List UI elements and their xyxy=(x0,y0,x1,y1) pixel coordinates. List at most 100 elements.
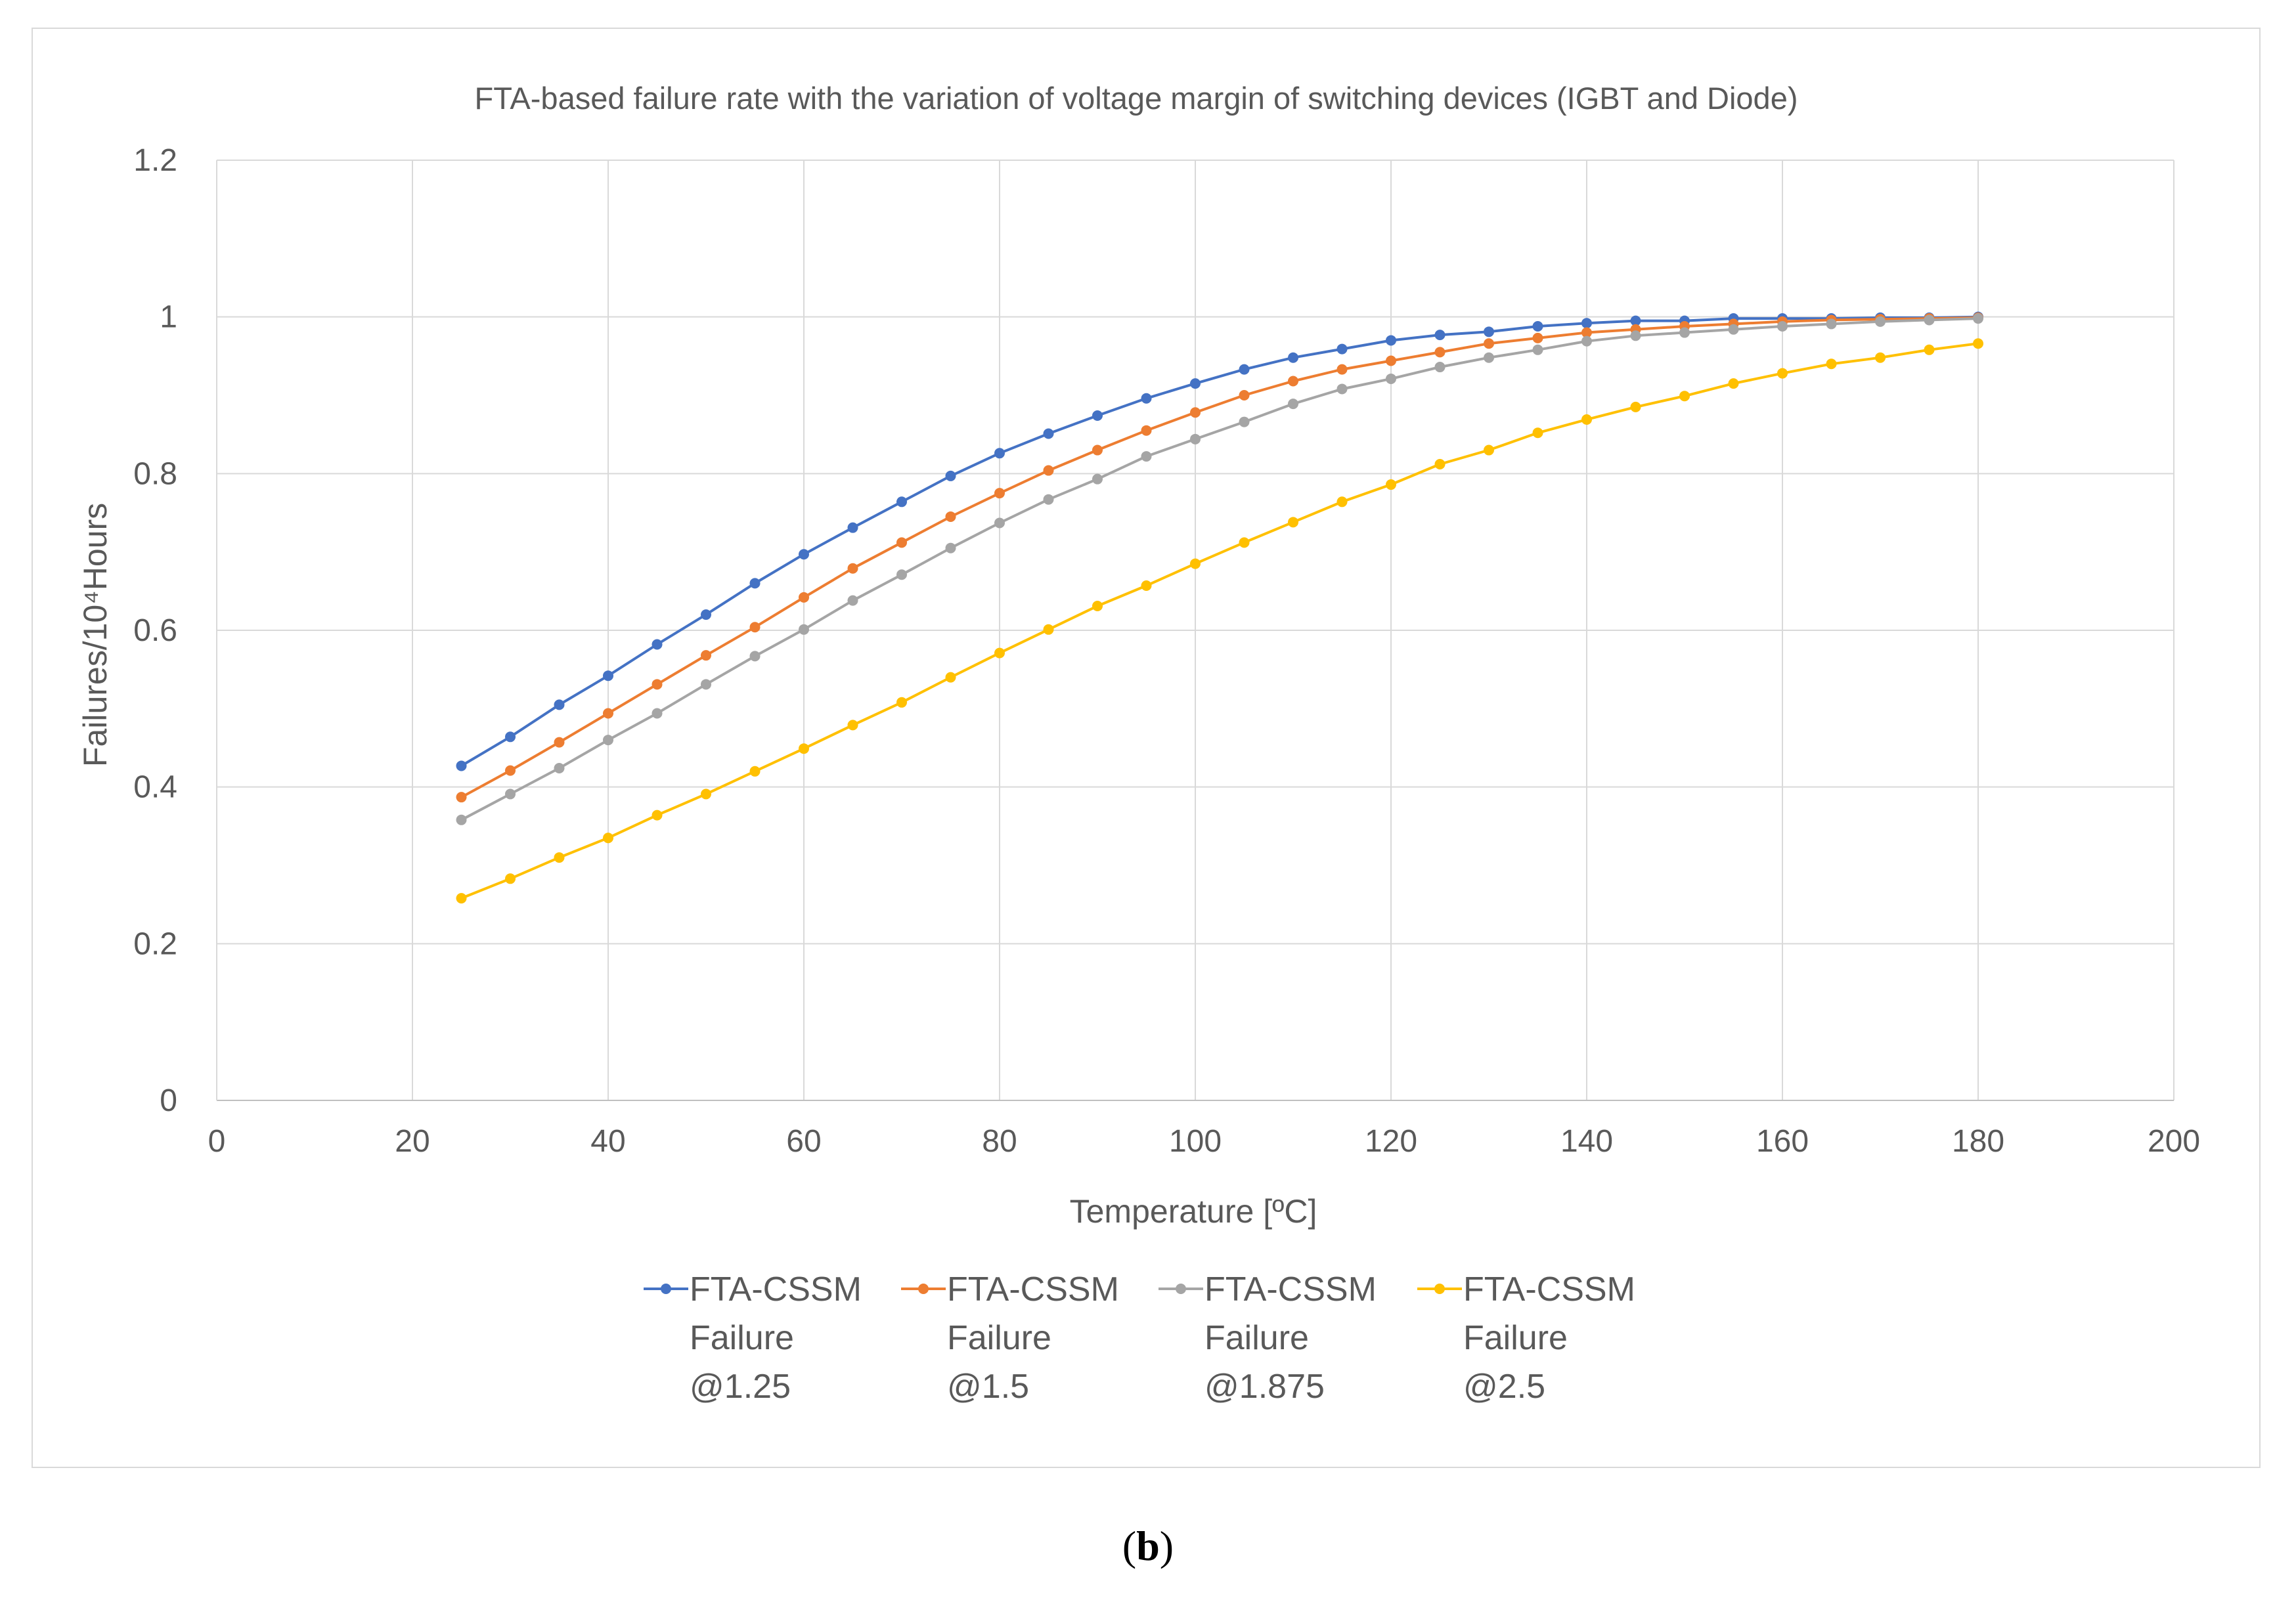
data-point xyxy=(1826,318,1837,330)
legend-item: FTA-CSSM Failure @1.25 xyxy=(644,1270,862,1406)
data-point xyxy=(1141,580,1152,591)
data-point xyxy=(456,814,467,825)
data-point xyxy=(1386,335,1396,346)
y-axis-label: Failures/10⁴Hours xyxy=(77,503,114,767)
data-point xyxy=(1386,355,1396,366)
series-group xyxy=(456,312,1983,803)
data-point xyxy=(1434,459,1446,470)
data-point xyxy=(1875,316,1886,327)
data-point xyxy=(896,537,907,548)
caption-close: ) xyxy=(1159,1523,1174,1569)
data-point xyxy=(799,743,809,754)
x-tick-label: 80 xyxy=(982,1124,1017,1159)
legend-item: FTA-CSSM Failure @1.5 xyxy=(901,1270,1119,1406)
data-point xyxy=(1924,344,1935,355)
data-point xyxy=(1532,427,1543,439)
data-point xyxy=(1190,378,1201,389)
legend-label: FTA-CSSM xyxy=(1204,1270,1377,1309)
legend-label: Failure xyxy=(1204,1319,1309,1357)
data-point xyxy=(1288,376,1298,387)
data-point xyxy=(701,650,711,661)
data-point xyxy=(749,766,761,777)
data-point xyxy=(1532,344,1543,355)
data-point xyxy=(1386,479,1396,490)
axes xyxy=(216,160,2174,1101)
data-point xyxy=(1434,330,1446,341)
data-point xyxy=(603,833,613,844)
data-point xyxy=(554,852,565,863)
data-point xyxy=(554,737,565,748)
data-point xyxy=(945,542,956,553)
legend-label: FTA-CSSM xyxy=(947,1270,1119,1309)
data-point xyxy=(505,731,516,743)
data-point xyxy=(1386,373,1396,384)
data-point xyxy=(1777,320,1788,332)
data-point xyxy=(749,578,761,589)
data-point xyxy=(1336,364,1348,375)
series-group xyxy=(456,338,1983,904)
data-point xyxy=(603,735,613,746)
x-tick-label: 140 xyxy=(1560,1124,1613,1159)
legend-label: @1.875 xyxy=(1204,1368,1325,1406)
data-point xyxy=(1581,318,1592,329)
x-tick-label: 120 xyxy=(1365,1124,1417,1159)
data-point xyxy=(505,873,516,884)
data-series xyxy=(456,311,1983,904)
legend-label: FTA-CSSM xyxy=(690,1270,862,1309)
data-point xyxy=(847,720,858,731)
data-point xyxy=(1875,352,1886,363)
data-point xyxy=(994,488,1005,499)
data-point xyxy=(1092,473,1103,485)
data-point xyxy=(1190,433,1201,444)
data-point xyxy=(1728,324,1739,335)
legend: FTA-CSSMFailure@1.25FTA-CSSMFailure@1.5F… xyxy=(644,1270,1635,1406)
data-point xyxy=(554,699,565,710)
legend-label: @1.25 xyxy=(690,1368,791,1406)
data-point xyxy=(1190,407,1201,418)
data-point xyxy=(1336,343,1348,355)
data-point xyxy=(1239,390,1250,401)
data-point xyxy=(994,517,1005,529)
data-point xyxy=(1239,537,1250,548)
data-point xyxy=(1484,444,1494,456)
data-point xyxy=(1581,327,1592,338)
data-point xyxy=(994,647,1005,659)
x-tick-label: 60 xyxy=(786,1124,821,1159)
series-line xyxy=(460,317,1979,821)
data-point xyxy=(749,622,761,633)
data-point xyxy=(1336,496,1348,508)
x-tick-label: 0 xyxy=(208,1124,226,1159)
data-point xyxy=(456,893,467,904)
series-line xyxy=(460,315,1979,768)
data-point xyxy=(847,595,858,606)
caption-letter: b xyxy=(1136,1523,1160,1569)
data-point xyxy=(603,670,613,682)
x-tick-label: 40 xyxy=(590,1124,625,1159)
legend-label: Failure xyxy=(690,1319,794,1357)
data-point xyxy=(1043,624,1054,635)
data-point xyxy=(1434,347,1446,358)
data-point xyxy=(847,522,858,533)
data-point xyxy=(1924,314,1935,326)
data-point xyxy=(651,639,663,650)
data-point xyxy=(701,789,711,800)
y-tick-label: 0.6 xyxy=(133,613,177,648)
data-point xyxy=(701,679,711,690)
data-point xyxy=(1679,391,1690,402)
data-point xyxy=(896,697,907,708)
data-point xyxy=(994,448,1005,459)
data-point xyxy=(456,792,467,803)
data-point xyxy=(505,765,516,776)
data-point xyxy=(651,810,663,821)
data-point xyxy=(1092,601,1103,612)
x-tick-label: 180 xyxy=(1952,1124,2004,1159)
data-point xyxy=(1434,362,1446,373)
legend-swatch-marker xyxy=(1176,1284,1186,1294)
x-tick-label: 200 xyxy=(2148,1124,2200,1159)
x-tick-label: 100 xyxy=(1169,1124,1222,1159)
gridlines xyxy=(217,160,2175,1100)
y-tick-label: 1 xyxy=(160,300,177,335)
figure-caption: (b) xyxy=(0,1522,2296,1570)
data-point xyxy=(1288,352,1298,363)
